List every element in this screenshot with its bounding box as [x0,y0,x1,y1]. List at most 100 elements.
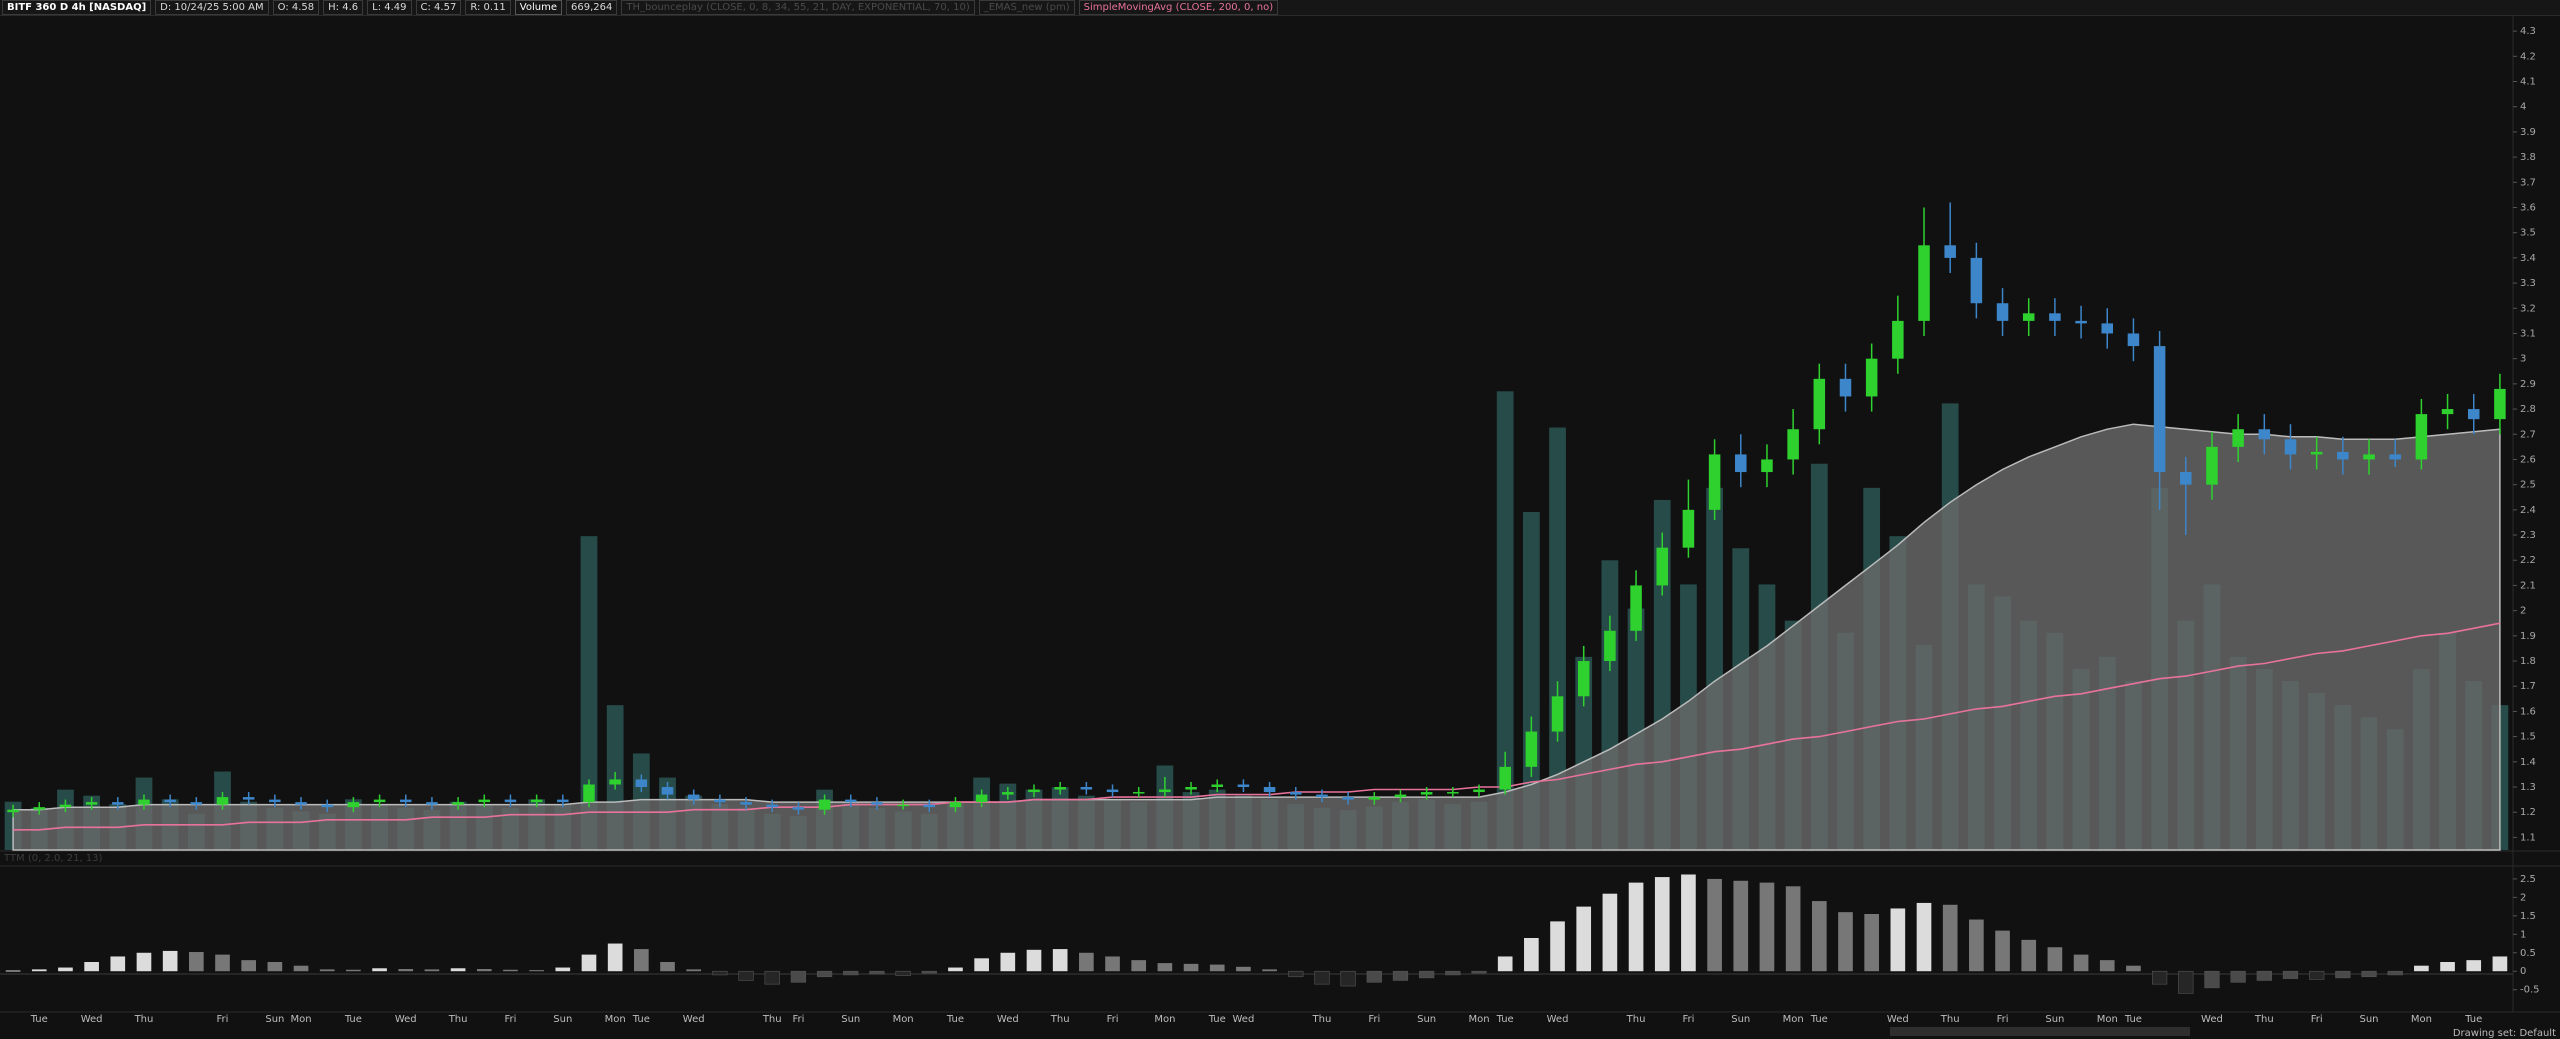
candle-body [1106,789,1119,793]
volume-label[interactable]: Volume [514,0,562,15]
candle-body [269,799,281,803]
candle-body [452,802,464,805]
study-label[interactable]: SimpleMovingAvg (CLOSE, 200, 0, no) [1078,0,1279,15]
histogram-bar [921,970,937,974]
candle-body [2337,451,2349,460]
histogram-bar [2256,970,2272,981]
candle-body [347,802,360,808]
candle-body [1682,509,1695,548]
y-tick-label: 1.5 [2520,911,2536,922]
histogram-bar [2151,970,2168,985]
y-tick-label: 2.5 [2520,480,2536,491]
y-tick-label: 2.2 [2520,555,2536,566]
candle-body [1499,766,1511,790]
candle-body [1080,787,1093,790]
x-tick-label: Thu [448,1014,468,1025]
bar-low: L: 4.49 [367,0,412,15]
histogram-bar [974,958,989,972]
histogram-bar [1864,914,1879,972]
candle-body [504,799,517,803]
y-tick-label: 3.9 [2520,127,2536,138]
histogram-bar [2414,965,2429,972]
drawing-set[interactable]: Drawing set: Default [2453,1028,2556,1039]
y-tick-label: 2.6 [2520,454,2536,465]
candle-body [1185,787,1197,790]
candle-body [1473,789,1485,793]
x-tick-label: Wed [81,1014,103,1025]
x-tick-label: Sun [2360,1014,2379,1025]
candle-body [190,802,203,805]
histogram-bar [58,967,73,972]
y-tick-label: 4.2 [2520,51,2536,62]
histogram-bar [790,970,807,983]
candle-body [2022,313,2035,321]
candle-body [897,804,909,807]
histogram-bar [869,970,885,975]
x-tick-label: Sun [2045,1014,2064,1025]
candle-body [1447,792,1459,794]
histogram-bar [2178,970,2194,994]
y-tick-label: 4 [2520,102,2526,113]
bar-range: R: 0.11 [465,0,511,15]
candle-body [1970,257,1983,304]
histogram-bar [1969,919,1984,972]
candle-body [1787,429,1799,460]
histogram-bar [1576,906,1592,972]
histogram-bar [1314,970,1330,985]
candle-body [609,779,621,785]
candle-body [1054,787,1066,790]
candle-body [740,802,752,805]
histogram-bar [1419,970,1435,979]
candle-body [478,799,491,803]
x-tick-label: Thu [1050,1014,1070,1025]
histogram-bar [1105,956,1120,972]
candle-body [399,799,412,803]
y-tick-label: 2.9 [2520,379,2536,390]
y-tick-label: 1.3 [2520,782,2536,793]
y-tick-label: 3.4 [2520,253,2536,264]
study-label[interactable]: TH_bounceplay (CLOSE, 0, 8, 34, 55, 21, … [621,0,975,15]
study-title: TTM (0, 2.0, 21, 13) [3,853,103,864]
candle-body [818,799,831,810]
scrollbar[interactable] [1890,1027,2190,1036]
x-tick-label: Tue [1208,1014,1226,1025]
volume-bar [1549,427,1566,850]
candle-body [1525,731,1538,767]
histogram-bar [84,962,99,972]
x-tick-label: Wed [2201,1014,2223,1025]
y-tick-label: 3.8 [2520,152,2536,163]
symbol[interactable]: BITF 360 D 4h [NASDAQ] [2,0,152,15]
y-tick-label: 3 [2520,354,2526,365]
candle-body [661,787,674,795]
x-tick-label: Wed [1233,1014,1255,1025]
candle-body [112,802,124,805]
candle-body [2467,409,2480,420]
candle-body [2494,388,2506,420]
candle-body [2232,429,2244,447]
histogram-bar [162,950,178,972]
y-tick-label: 3.2 [2520,303,2536,314]
y-tick-label: 3.6 [2520,202,2536,213]
histogram-bar [1288,970,1304,978]
volume-bar [1496,391,1514,850]
histogram-bar [424,969,440,972]
x-tick-label: Sun [265,1014,284,1025]
candle-body [2101,323,2114,334]
candle-body [321,804,333,808]
candle-body [2153,346,2166,473]
histogram-bar [712,970,728,976]
study-label[interactable]: _EMAS_new (pm) [978,0,1075,15]
sma-line [13,622,2501,831]
y-tick-label: 3.5 [2520,228,2536,239]
candle-body [295,802,307,805]
candle-body [687,794,700,800]
x-tick-label: Wed [1547,1014,1569,1025]
histogram-bar [1000,952,1016,972]
histogram-bar [1236,966,1251,972]
x-tick-label: Fri [217,1014,229,1025]
x-tick-label: Thu [2254,1014,2274,1025]
y-tick-label: 3.3 [2520,278,2536,289]
candle-body [1394,794,1407,798]
candle-body [242,797,255,800]
candle-body [2415,414,2428,460]
